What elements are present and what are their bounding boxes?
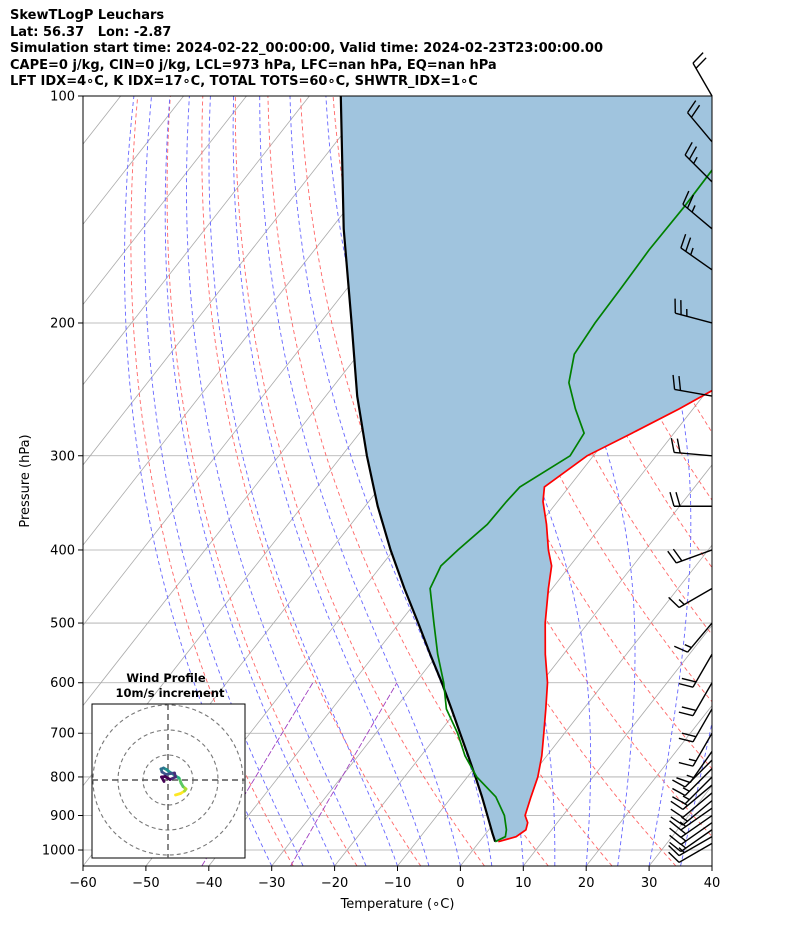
- dry-adiabat: [234, 96, 485, 866]
- isotherm: [522, 624, 712, 866]
- wind-barb: [670, 438, 713, 457]
- wind-barb: [672, 768, 713, 797]
- moist-adiabat: [186, 96, 367, 866]
- dry-adiabat: [267, 96, 549, 866]
- isotherm: [83, 96, 436, 546]
- y-tick-label: 700: [50, 727, 75, 742]
- wind-barb: [672, 374, 713, 397]
- y-axis-label: Pressure (hPa): [18, 434, 33, 527]
- mixing-ratio-line: [290, 682, 398, 866]
- wind-barb: [678, 653, 713, 688]
- y-tick-label: 600: [50, 676, 75, 691]
- y-tick-label: 900: [50, 809, 75, 824]
- y-tick-label: 300: [50, 449, 75, 464]
- isotherm: [271, 303, 712, 866]
- wind-barb: [668, 836, 713, 857]
- x-tick-label: 30: [641, 876, 658, 891]
- wind-barbs: [667, 52, 713, 864]
- x-tick-label: 40: [704, 876, 721, 891]
- wind-barb: [670, 792, 713, 818]
- x-tick-label: −20: [321, 876, 348, 891]
- wind-barb: [684, 141, 713, 183]
- moist-adiabat: [164, 96, 336, 866]
- isotherm: [585, 704, 712, 866]
- x-tick-label: 10: [515, 876, 532, 891]
- y-tick-label: 100: [50, 90, 75, 105]
- x-tick-label: −60: [69, 876, 96, 891]
- wind-barb: [678, 682, 713, 717]
- wind-barb: [676, 751, 713, 784]
- x-tick-label: 0: [456, 876, 464, 891]
- y-tick-label: 800: [50, 770, 75, 785]
- dewpoint-line: [429, 168, 712, 843]
- wind-barb: [669, 492, 712, 507]
- stability-line: CAPE=0 j/kg, CIN=0 j/kg, LCL=973 hPa, LF…: [10, 57, 497, 73]
- wind-barb: [668, 587, 713, 609]
- cin-shading: [340, 96, 712, 842]
- dry-adiabat: [527, 96, 712, 501]
- wind-barb: [674, 298, 713, 324]
- moist-adiabat: [124, 96, 273, 866]
- wind-barb: [672, 776, 713, 805]
- x-tick-label: −40: [195, 876, 222, 891]
- wind-barb: [682, 190, 713, 230]
- dry-adiabat: [724, 96, 794, 866]
- time-line: Simulation start time: 2024-02-22_00:00:…: [10, 41, 603, 56]
- wind-barb: [678, 708, 713, 743]
- wind-barb: [692, 52, 713, 97]
- chart-title: SkewTLogP Leuchars: [10, 8, 165, 23]
- wind-barb: [678, 732, 713, 767]
- isotherm: [460, 544, 712, 866]
- index-line: LFT IDX=4∘C, K IDX=17∘C, TOTAL TOTS=60∘C…: [10, 74, 478, 89]
- y-tick-label: 500: [50, 617, 75, 632]
- isotherm: [775, 96, 794, 866]
- wind-barb: [668, 842, 713, 864]
- dry-adiabat: [201, 96, 422, 866]
- wind-barb: [686, 100, 713, 143]
- hodograph-segment: [160, 775, 166, 783]
- axes: −60 −50 −40 −30 −20 −10 0 10 20 30 40 100 200 300 400 5…: [18, 90, 720, 913]
- isotherm: [83, 96, 373, 466]
- x-axis-label: Temperature (∘C): [340, 897, 455, 912]
- x-tick-label: −50: [132, 876, 159, 891]
- profile-lines: [339, 96, 712, 843]
- wind-barb: [680, 233, 713, 271]
- chart-header: SkewTLogP Leuchars Lat: 56.37 Lon: -2.87…: [10, 8, 603, 91]
- isotherm: [83, 96, 310, 386]
- temperature-line: [498, 389, 712, 843]
- moist-adiabat: [144, 96, 304, 866]
- dry-adiabat: [789, 96, 794, 866]
- y-tick-label: 1000: [42, 844, 75, 859]
- x-tick-label: 20: [578, 876, 595, 891]
- isotherm: [334, 384, 712, 866]
- dry-adiabat: [756, 96, 794, 866]
- x-tick-label: −30: [258, 876, 285, 891]
- moist-adiabat: [208, 96, 398, 866]
- moist-adiabat: [711, 864, 712, 866]
- x-tick-label: −10: [384, 876, 411, 891]
- isotherm: [711, 865, 712, 866]
- parcel-line: [339, 96, 497, 843]
- isotherm: [83, 96, 247, 306]
- y-tick-label: 200: [50, 316, 75, 331]
- inset-subtitle: 10m/s increment: [116, 686, 225, 700]
- location-line: Lat: 56.37 Lon: -2.87: [10, 24, 172, 40]
- wind-barb: [673, 622, 713, 653]
- inset-title: Wind Profile: [126, 671, 206, 685]
- wind-barb: [667, 548, 713, 564]
- y-tick-label: 400: [50, 543, 75, 558]
- moist-adiabat: [232, 96, 430, 866]
